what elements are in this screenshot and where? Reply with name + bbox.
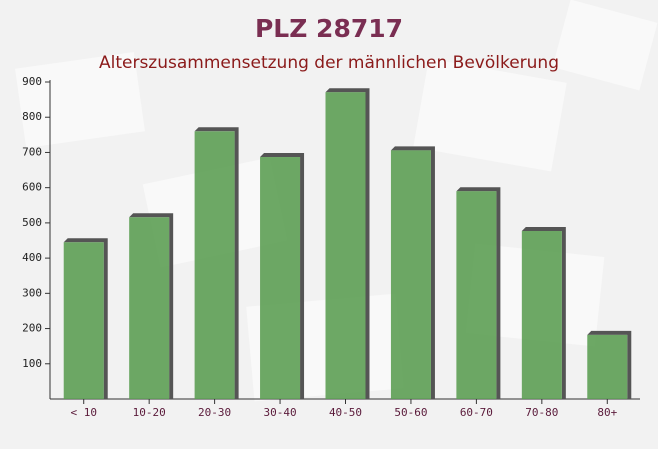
y-tick-label: 400 — [22, 251, 42, 264]
x-tick-label: 60-70 — [460, 406, 493, 419]
y-tick-label: 800 — [22, 110, 42, 123]
chart-title: PLZ 28717 — [255, 14, 403, 43]
bar — [129, 217, 170, 399]
x-tick-label: 10-20 — [133, 406, 166, 419]
y-tick-label: 200 — [22, 322, 42, 335]
x-tick-label: < 10 — [70, 406, 97, 419]
y-tick-label: 500 — [22, 216, 42, 229]
bar — [456, 191, 497, 399]
x-tick-label: 70-80 — [525, 406, 558, 419]
chart-subtitle: Alterszusammensetzung der männlichen Bev… — [99, 53, 559, 73]
bar — [260, 157, 301, 399]
y-tick-label: 100 — [22, 357, 42, 370]
x-tick-label: 80+ — [597, 406, 617, 419]
y-tick-label: 600 — [22, 181, 42, 194]
x-tick-label: 40-50 — [329, 406, 362, 419]
bar — [521, 230, 562, 399]
x-tick-label: 20-30 — [198, 406, 231, 419]
y-tick-label: 900 — [22, 75, 42, 88]
y-tick-label: 700 — [22, 145, 42, 158]
bar — [63, 242, 104, 399]
bar — [194, 131, 235, 400]
bar — [390, 150, 431, 399]
bar — [587, 334, 628, 399]
x-tick-label: 50-60 — [394, 406, 427, 419]
y-tick-label: 300 — [22, 286, 42, 299]
bar — [325, 92, 366, 399]
x-tick-label: 30-40 — [263, 406, 296, 419]
